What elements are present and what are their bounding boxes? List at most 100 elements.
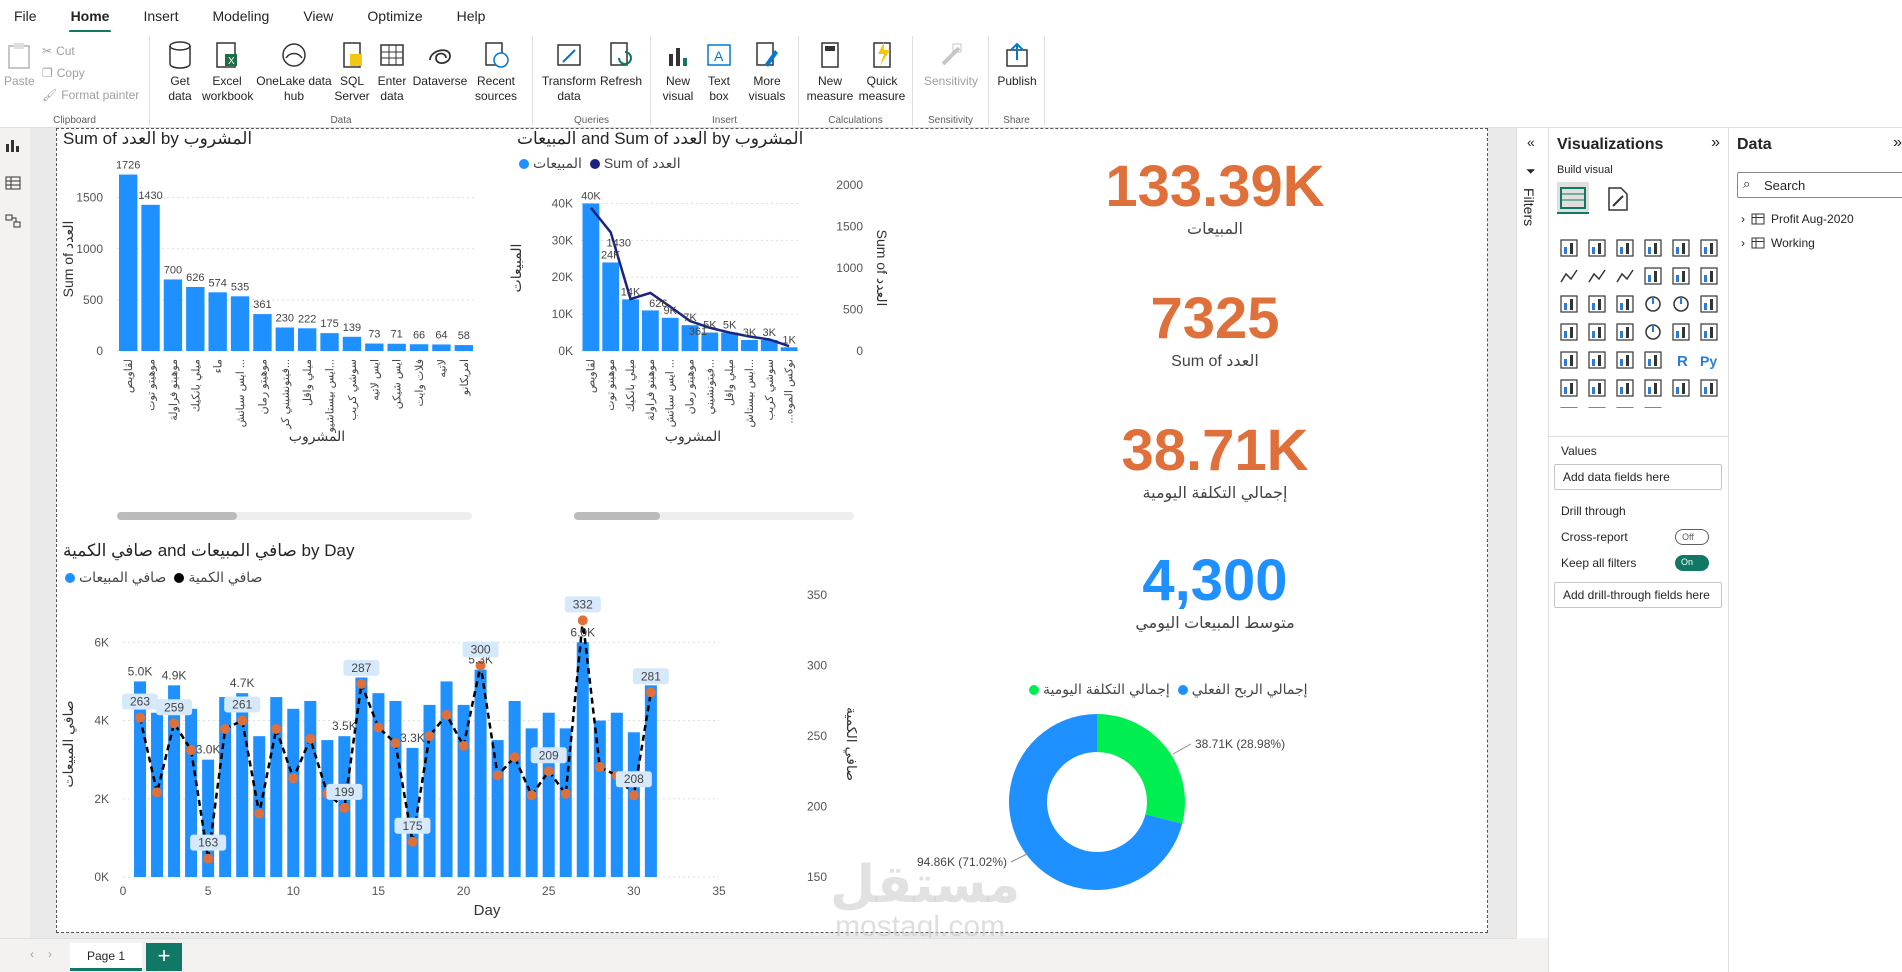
area-visual-icon[interactable] <box>1588 269 1606 283</box>
qa-visual-icon[interactable] <box>1616 379 1634 397</box>
matrix-visual-icon[interactable] <box>1644 351 1662 369</box>
slicer-visual-icon[interactable] <box>1588 351 1606 369</box>
copy-button[interactable]: ❐ Copy <box>42 66 85 80</box>
line-visual-icon[interactable] <box>1560 269 1578 283</box>
get-data-button[interactable]: Get data <box>160 40 200 104</box>
goals-visual-icon[interactable] <box>1672 379 1690 397</box>
prev-page-icon[interactable]: ‹ <box>30 947 34 961</box>
treemap-visual-icon[interactable] <box>1700 295 1718 313</box>
kpi-card-avg-sales[interactable]: 4,300 متوسط المبيعات اليومي <box>1015 549 1415 633</box>
chart1-svg[interactable]: 0 500 1000 1500 1726 لقاويص 1430 موهيتو توت 700 م… <box>57 151 497 451</box>
kpi-card-sales[interactable]: 133.39K المبيعات <box>1015 155 1415 239</box>
pie-visual-icon[interactable] <box>1645 296 1661 312</box>
ribbon-visual-icon[interactable] <box>1700 267 1718 285</box>
recent-sources-button[interactable]: Recent sources <box>468 40 524 104</box>
menu-modeling[interactable]: Modeling <box>212 8 270 24</box>
gauge-visual-icon[interactable] <box>1645 324 1661 340</box>
text-box-button[interactable]: A Text box <box>701 40 737 104</box>
transform-data-button[interactable]: Transform data <box>541 40 597 104</box>
chart3-legend-item-2[interactable]: صافي الكمية <box>174 569 262 586</box>
chart2-scrollbar[interactable] <box>574 512 854 520</box>
dataverse-button[interactable]: Dataverse <box>412 40 468 89</box>
menu-help[interactable]: Help <box>456 8 486 24</box>
100-column-visual-icon[interactable] <box>1700 239 1718 257</box>
paste-button[interactable]: Paste <box>4 40 35 89</box>
waterfall-visual-icon[interactable] <box>1560 295 1578 313</box>
data-expand-icon[interactable]: » <box>1893 134 1902 151</box>
table-item-profit[interactable]: › Profit Aug-2020 <box>1741 212 1854 226</box>
menu-file[interactable]: File <box>14 8 37 24</box>
next-page-icon[interactable]: › <box>48 947 52 961</box>
kpi-card-daily-cost[interactable]: 38.71K إجمالي التكلفة اليومية <box>1015 419 1415 503</box>
donut-visual-icon[interactable] <box>1673 296 1689 312</box>
clustered-bar-visual-icon[interactable] <box>1616 239 1634 257</box>
menu-view[interactable]: View <box>303 8 334 24</box>
scatter-visual-icon[interactable] <box>1616 295 1634 313</box>
paginated-visual-icon[interactable] <box>1700 379 1718 397</box>
map-visual-icon[interactable] <box>1560 323 1578 341</box>
azure-map-visual-icon[interactable] <box>1616 323 1634 341</box>
report-view-icon[interactable] <box>5 138 21 152</box>
chart2-legend-item-1[interactable]: المبيعات <box>519 155 582 172</box>
visual-types-gallery[interactable]: R Py ··· <box>1559 238 1719 408</box>
chart2-svg[interactable]: 0K 10K 20K 30K 40K 0 500 1000 1500 2000 لقاويص موهي… <box>507 169 887 459</box>
key-influencers-visual-icon[interactable] <box>1560 379 1578 397</box>
menu-insert[interactable]: Insert <box>143 8 179 24</box>
cross-report-toggle[interactable]: Off <box>1675 529 1709 545</box>
donut-legend-item-green[interactable]: إجمالي التكلفة اليومية <box>1029 681 1170 698</box>
menu-home[interactable]: Home <box>68 2 112 33</box>
more-visuals-button[interactable]: More visuals <box>741 40 793 104</box>
donut-chart[interactable]: 38.71K (28.98%) 94.86K (71.02%) <box>847 699 1347 929</box>
filters-pane-collapsed[interactable]: « ⏷ Filters <box>1516 128 1548 938</box>
data-search-input[interactable]: Search <box>1737 172 1902 198</box>
drill-through-drop-zone[interactable]: Add drill-through fields here <box>1554 582 1722 608</box>
add-page-button[interactable]: + <box>146 943 182 971</box>
page-tab-1[interactable]: Page 1 <box>70 943 142 971</box>
cut-button[interactable]: ✂ Cut <box>42 44 75 58</box>
new-visual-button[interactable]: New visual <box>659 40 697 104</box>
stacked-bar-visual-icon[interactable] <box>1560 239 1578 257</box>
python-visual-visual-icon[interactable]: Py <box>1700 353 1717 369</box>
table-item-working[interactable]: › Working <box>1741 236 1815 250</box>
chart2-legend-item-2[interactable]: Sum of العدد <box>589 155 681 172</box>
new-measure-button[interactable]: New measure <box>805 40 855 104</box>
more-visual-icon[interactable]: ··· <box>1675 407 1689 408</box>
values-drop-zone[interactable]: Add data fields here <box>1554 464 1722 490</box>
onelake-button[interactable]: OneLake data hub <box>256 40 332 104</box>
build-visual-tab[interactable] <box>1557 182 1589 214</box>
line-cluster-visual-icon[interactable] <box>1672 267 1690 285</box>
sensitivity-button[interactable]: Sensitivity <box>919 40 983 89</box>
narrative-visual-icon[interactable] <box>1644 379 1662 397</box>
kpi-card-count[interactable]: 7325 Sum of العدد <box>1015 287 1415 371</box>
kpi-visual-icon[interactable] <box>1560 351 1578 369</box>
menu-optimize[interactable]: Optimize <box>367 8 423 24</box>
table-view-icon[interactable] <box>5 176 21 190</box>
quick-measure-button[interactable]: Quick measure <box>857 40 907 104</box>
excel-workbook-button[interactable]: X Excel workbook <box>202 40 253 104</box>
clustered-column-visual-icon[interactable] <box>1644 239 1662 257</box>
decomposition-tree-visual-icon[interactable] <box>1588 379 1606 397</box>
enter-data-button[interactable]: Enter data <box>374 40 410 104</box>
r-visual-visual-icon[interactable]: R <box>1677 353 1688 370</box>
funnel-visual-icon[interactable] <box>1588 295 1606 313</box>
sql-server-button[interactable]: SQL Server <box>332 40 372 104</box>
card-visual-icon[interactable] <box>1672 323 1690 341</box>
model-view-icon[interactable] <box>5 214 21 228</box>
donut-legend-item-blue[interactable]: إجمالي الربح الفعلي <box>1177 681 1308 698</box>
stacked-column-visual-icon[interactable] <box>1588 239 1606 257</box>
collapse-icon[interactable]: « <box>1527 134 1535 150</box>
line-column-visual-icon[interactable] <box>1644 267 1662 285</box>
100-bar-visual-icon[interactable] <box>1672 239 1690 257</box>
chart3-svg[interactable]: 0K 2K 4K 6K 150 200 250 300 350 0 5 10 15 20 25 30 35 5.0… <box>57 589 857 929</box>
table-visual-icon[interactable] <box>1616 351 1634 369</box>
chart1-scrollbar[interactable] <box>117 512 472 520</box>
expand-icon[interactable]: » <box>1711 134 1720 151</box>
refresh-button[interactable]: Refresh <box>599 40 643 89</box>
format-painter-button[interactable]: 🖌 Format painter <box>42 88 139 102</box>
stacked-area-visual-icon[interactable] <box>1616 269 1634 283</box>
format-visual-tab[interactable] <box>1603 184 1633 214</box>
filled-map-visual-icon[interactable] <box>1588 323 1606 341</box>
publish-button[interactable]: Publish <box>995 40 1039 89</box>
chart3-legend-item-1[interactable]: صافي المبيعات <box>65 569 166 586</box>
keep-all-filters-toggle[interactable]: On <box>1675 555 1709 571</box>
